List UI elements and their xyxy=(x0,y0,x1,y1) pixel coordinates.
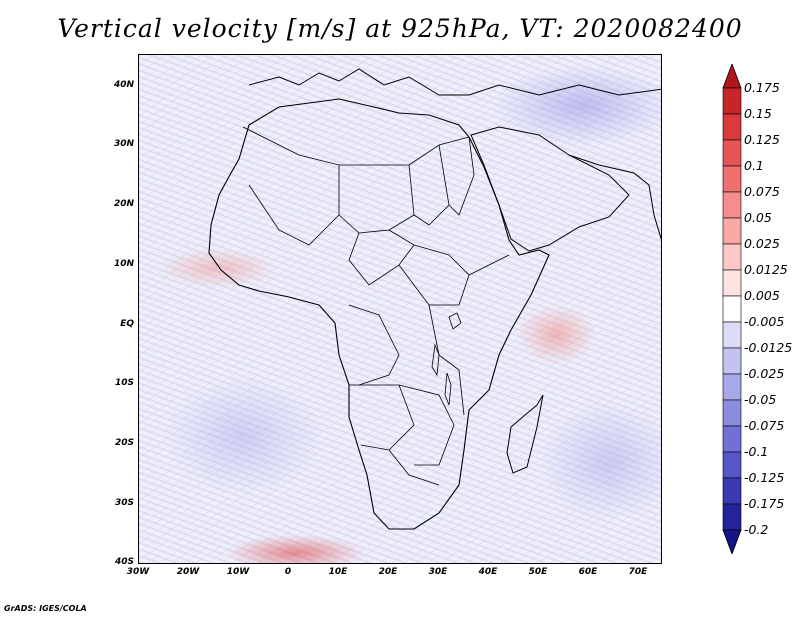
colorbar-label: 0.15 xyxy=(744,106,772,121)
lat-label-10s: 10S xyxy=(114,378,134,388)
lon-label-60e: 60E xyxy=(578,567,598,577)
lon-label-10w: 10W xyxy=(226,567,250,577)
colorbar-swatch xyxy=(722,217,742,245)
colorbar-swatch xyxy=(722,373,742,401)
lon-label-40e: 40E xyxy=(478,567,498,577)
colorbar xyxy=(722,64,742,554)
colorbar-swatch xyxy=(722,191,742,219)
colorbar-swatch xyxy=(722,321,742,349)
lon-label-0: 0 xyxy=(284,567,292,577)
lat-label-10n: 10N xyxy=(113,259,134,269)
colorbar-label: -0.175 xyxy=(744,496,785,511)
coastline-overlay xyxy=(208,68,661,530)
madagascar-coastline xyxy=(506,394,544,474)
colorbar-bottom-triangle xyxy=(722,529,742,554)
colorbar-label: 0.075 xyxy=(744,184,780,199)
colorbar-swatch xyxy=(722,243,742,271)
lat-label-40s: 40S xyxy=(114,557,134,567)
lon-label-50e: 50E xyxy=(528,567,548,577)
colorbar-label: 0.0125 xyxy=(744,262,788,277)
colorbar-label: 0.175 xyxy=(744,80,780,95)
colorbar-label: -0.0125 xyxy=(744,340,793,355)
colorbar-label: 0.025 xyxy=(744,236,780,251)
colorbar-swatch xyxy=(722,503,742,531)
velocity-map xyxy=(138,54,662,564)
colorbar-label: 0.005 xyxy=(744,288,780,303)
colorbar-label: -0.05 xyxy=(744,392,777,407)
lat-label-30n: 30N xyxy=(113,139,134,149)
colorbar-swatch xyxy=(722,113,742,141)
lon-label-20e: 20E xyxy=(378,567,398,577)
country-borders xyxy=(242,126,510,486)
colorbar-swatch xyxy=(722,451,742,479)
colorbar-label: -0.2 xyxy=(744,522,769,537)
lat-label-40n: 40N xyxy=(113,80,134,90)
colorbar-swatch xyxy=(722,347,742,375)
colorbar-label: -0.075 xyxy=(744,418,785,433)
africa-coastline xyxy=(208,98,550,530)
colorbar-swatch xyxy=(722,87,742,115)
lakes xyxy=(431,312,462,406)
colorbar-swatch xyxy=(722,295,742,323)
asia-coastline xyxy=(568,154,661,241)
lat-label-20n: 20N xyxy=(113,199,134,209)
colorbar-label: -0.005 xyxy=(744,314,785,329)
colorbar-label: -0.025 xyxy=(744,366,785,381)
colorbar-label: 0.125 xyxy=(744,132,780,147)
lon-label-20w: 20W xyxy=(176,567,200,577)
colorbar-swatch xyxy=(722,269,742,297)
colorbar-label: 0.05 xyxy=(744,210,772,225)
lon-label-10e: 10E xyxy=(328,567,348,577)
lon-label-30e: 30E xyxy=(428,567,448,577)
lat-label-eq: EQ xyxy=(120,319,134,329)
grads-credit: GrADS: IGES/COLA xyxy=(4,604,87,613)
colorbar-swatch xyxy=(722,399,742,427)
colorbar-swatch xyxy=(722,165,742,193)
arabia-coastline xyxy=(470,126,630,252)
colorbar-label: 0.1 xyxy=(744,158,764,173)
colorbar-swatch xyxy=(722,139,742,167)
lat-label-20s: 20S xyxy=(114,438,134,448)
lat-label-30s: 30S xyxy=(114,498,134,508)
colorbar-top-triangle xyxy=(722,64,742,89)
lon-label-30w: 30W xyxy=(126,567,150,577)
colorbar-swatch xyxy=(722,425,742,453)
colorbar-label: -0.1 xyxy=(744,444,769,459)
lon-label-70e: 70E xyxy=(628,567,648,577)
europe-coastline xyxy=(248,68,661,96)
map-title: Vertical velocity [m/s] at 925hPa, VT: 2… xyxy=(57,14,743,43)
colorbar-swatch xyxy=(722,477,742,505)
colorbar-label: -0.125 xyxy=(744,470,785,485)
